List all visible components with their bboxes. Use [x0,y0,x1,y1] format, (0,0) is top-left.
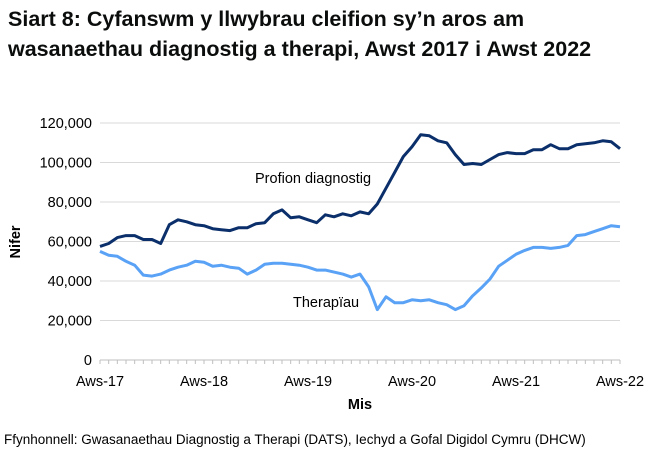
series-label: Profion diagnostig [255,171,371,187]
source-note: Ffynhonnell: Gwasanaethau Diagnostig a T… [4,432,586,447]
x-axis-label: Mis [348,397,372,413]
x-tick-label: Aws-21 [492,374,540,390]
y-tick-label: 0 [84,353,92,369]
series-line-therapiau [99,224,621,312]
y-tick-label: 20,000 [48,314,92,330]
x-tick-label: Aws-20 [388,374,436,390]
x-tick-label: Aws-19 [284,374,332,390]
y-tick-label: 80,000 [48,195,92,211]
series-line-profion [99,133,621,248]
x-tick-label: Aws-22 [596,374,644,390]
series-label: Therapïau [293,295,359,311]
x-tick-label: Aws-18 [180,374,228,390]
y-tick-label: 60,000 [48,235,92,251]
y-tick-label: 100,000 [40,156,92,172]
x-tick-label: Aws-17 [76,374,124,390]
y-tick-label: 120,000 [40,116,92,132]
chart-title: Siart 8: Cyfanswm y llwybrau cleifion sy… [8,7,592,61]
y-axis-label: Nifer [8,225,24,258]
y-tick-label: 40,000 [48,274,92,290]
